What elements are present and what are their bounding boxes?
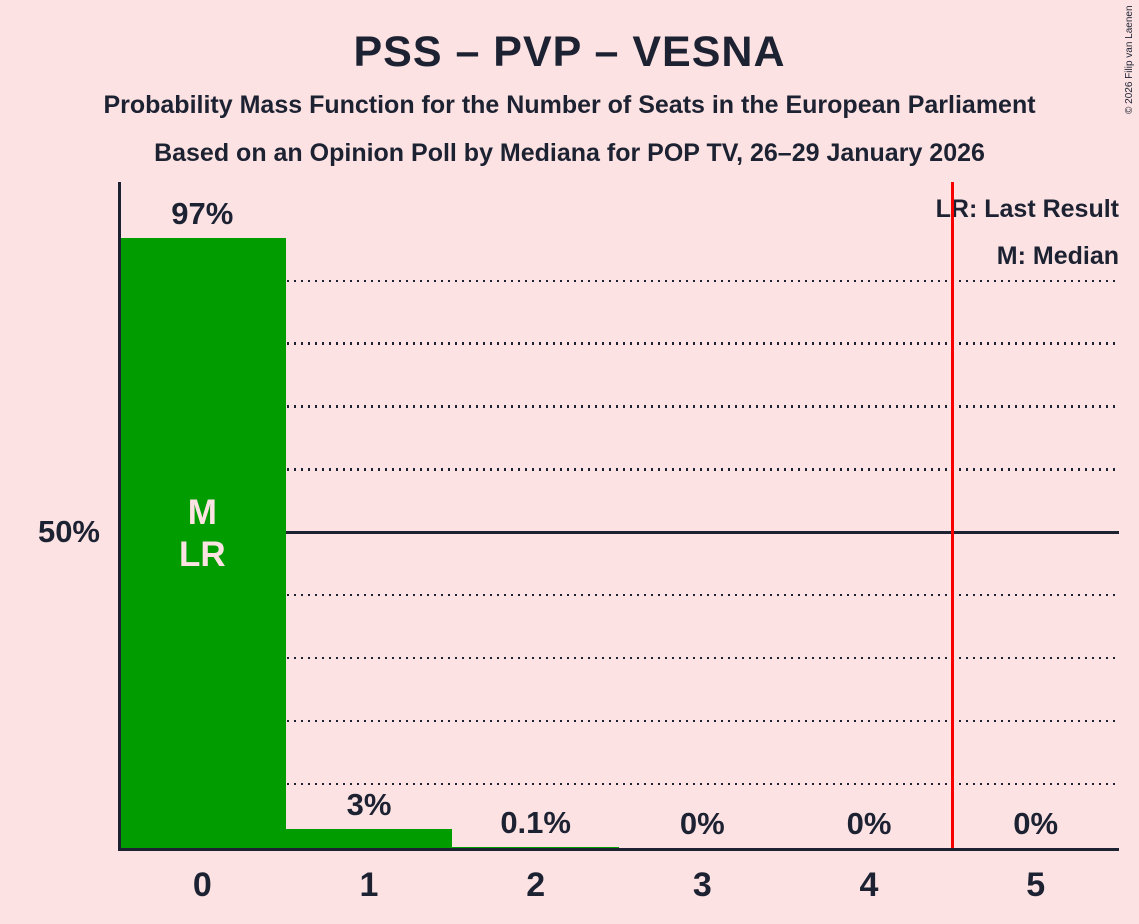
bar-value-label-3: 0%	[679, 806, 725, 841]
bar-value-label-5: 0%	[1013, 806, 1059, 841]
median-last-result-annotation: M LR	[119, 492, 286, 576]
legend: LR: Last Result M: Median	[936, 186, 1119, 280]
gridline-70	[119, 405, 1119, 408]
gridline-80	[119, 342, 1119, 345]
bar-value-label-4: 0%	[846, 806, 892, 841]
chart-source-line: Based on an Opinion Poll by Mediana for …	[154, 139, 985, 167]
legend-median: M: Median	[996, 242, 1119, 270]
bar-seats-1	[285, 829, 453, 848]
y-axis-50-label: 50%	[37, 514, 100, 549]
median-marker: M	[187, 493, 217, 532]
bar-value-label-0: 97%	[171, 196, 234, 231]
gridline-30	[119, 656, 1119, 660]
last-result-marker: LR	[179, 535, 226, 574]
x-tick-3: 3	[692, 866, 712, 904]
x-tick-0: 0	[192, 866, 212, 904]
x-tick-2: 2	[526, 866, 546, 904]
x-axis-line	[118, 847, 1119, 851]
y-axis-line	[118, 182, 121, 848]
plot-area: 97% 3% 0.1% 0% 0% 0% M LR 0 1 2 3 4 5	[118, 182, 1119, 904]
bar-seats-0	[119, 238, 286, 848]
chart-title: PSS – PVP – VESNA	[353, 28, 786, 76]
legend-last-result: LR: Last Result	[935, 195, 1119, 223]
gridline-20	[119, 719, 1119, 723]
gridline-50-solid	[119, 531, 1119, 534]
bar-value-label-1: 3%	[346, 787, 392, 823]
gridline-90	[119, 279, 1119, 283]
gridline-10	[119, 782, 1119, 786]
x-tick-5: 5	[1026, 866, 1046, 904]
gridline-60	[119, 468, 1119, 471]
gridline-40	[119, 593, 1119, 597]
x-tick-4: 4	[859, 866, 879, 904]
bar-value-label-2: 0.1%	[500, 805, 571, 841]
x-tick-1: 1	[359, 866, 379, 904]
last-result-threshold-line	[950, 182, 954, 848]
chart-subtitle: Probability Mass Function for the Number…	[103, 91, 1036, 119]
